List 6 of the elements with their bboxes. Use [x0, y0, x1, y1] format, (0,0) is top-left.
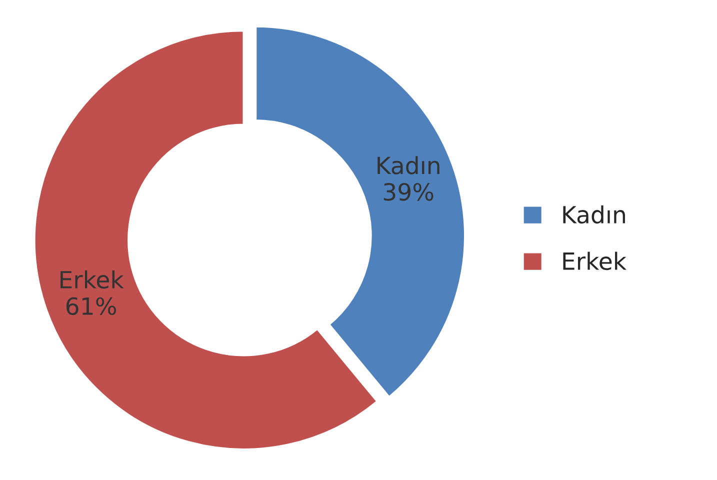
legend-label: Kadın	[563, 205, 625, 224]
data-label: 39%	[384, 182, 434, 201]
slice-label: Kadın	[378, 156, 440, 174]
legend-label: Erkek	[563, 252, 627, 270]
slice-label: Erkek	[60, 270, 124, 289]
data-label: 61%	[66, 297, 116, 316]
